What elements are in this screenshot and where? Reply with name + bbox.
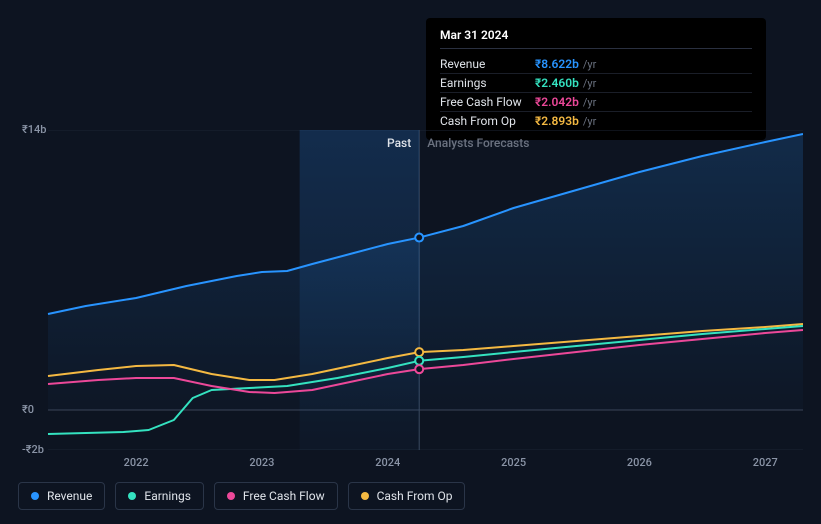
y-tick-label: ₹0 (22, 403, 34, 416)
tooltip-row-unit: /yr (583, 115, 596, 128)
tooltip-row-label: Earnings (440, 76, 535, 90)
tooltip-row: Revenue₹8.622b/yr (440, 55, 752, 74)
x-tick-label: 2025 (501, 456, 526, 469)
legend-item-earnings[interactable]: Earnings (115, 482, 204, 510)
y-tick-label: ₹14b (22, 123, 46, 136)
x-tick-label: 2023 (249, 456, 274, 469)
legend-label: Earnings (144, 489, 191, 503)
tooltip-row-value: ₹8.622b (535, 57, 579, 71)
y-tick-label: -₹2b (22, 443, 44, 456)
chart-tooltip: Mar 31 2024 Revenue₹8.622b/yrEarnings₹2.… (426, 18, 766, 140)
x-tick-label: 2026 (627, 456, 652, 469)
marker-fcf (415, 365, 423, 373)
marker-revenue (415, 234, 423, 242)
legend-dot-icon (361, 492, 369, 500)
plot-area: ₹14b₹0-₹2b 202220232024202520262027 Past… (18, 130, 803, 450)
legend-dot-icon (227, 492, 235, 500)
tooltip-row: Free Cash Flow₹2.042b/yr (440, 93, 752, 112)
chart-legend: Revenue Earnings Free Cash Flow Cash From O… (18, 482, 465, 510)
region-label-forecast: Analysts Forecasts (427, 136, 529, 150)
tooltip-row-unit: /yr (583, 58, 596, 71)
legend-label: Free Cash Flow (243, 489, 325, 503)
legend-label: Cash From Op (377, 489, 453, 503)
tooltip-row-label: Cash From Op (440, 114, 535, 128)
tooltip-row-value: ₹2.460b (535, 76, 579, 90)
tooltip-row-unit: /yr (583, 77, 596, 90)
chart-svg (18, 130, 803, 450)
tooltip-row-unit: /yr (583, 96, 596, 109)
tooltip-date: Mar 31 2024 (440, 28, 752, 49)
tooltip-row-label: Free Cash Flow (440, 95, 535, 109)
financial-chart: Mar 31 2024 Revenue₹8.622b/yrEarnings₹2.… (0, 0, 821, 524)
x-tick-label: 2027 (753, 456, 778, 469)
legend-item-cash_from_op[interactable]: Cash From Op (348, 482, 466, 510)
tooltip-row: Cash From Op₹2.893b/yr (440, 112, 752, 130)
tooltip-row-value: ₹2.042b (535, 95, 579, 109)
tooltip-row-value: ₹2.893b (535, 114, 579, 128)
legend-dot-icon (31, 492, 39, 500)
region-label-past: Past (387, 136, 411, 150)
tooltip-row-label: Revenue (440, 57, 535, 71)
marker-earnings (415, 357, 423, 365)
legend-item-revenue[interactable]: Revenue (18, 482, 105, 510)
marker-cash_from_op (415, 348, 423, 356)
x-tick-label: 2022 (124, 456, 149, 469)
tooltip-row: Earnings₹2.460b/yr (440, 74, 752, 93)
legend-item-fcf[interactable]: Free Cash Flow (214, 482, 338, 510)
legend-dot-icon (128, 492, 136, 500)
x-tick-label: 2024 (375, 456, 400, 469)
legend-label: Revenue (47, 489, 92, 503)
